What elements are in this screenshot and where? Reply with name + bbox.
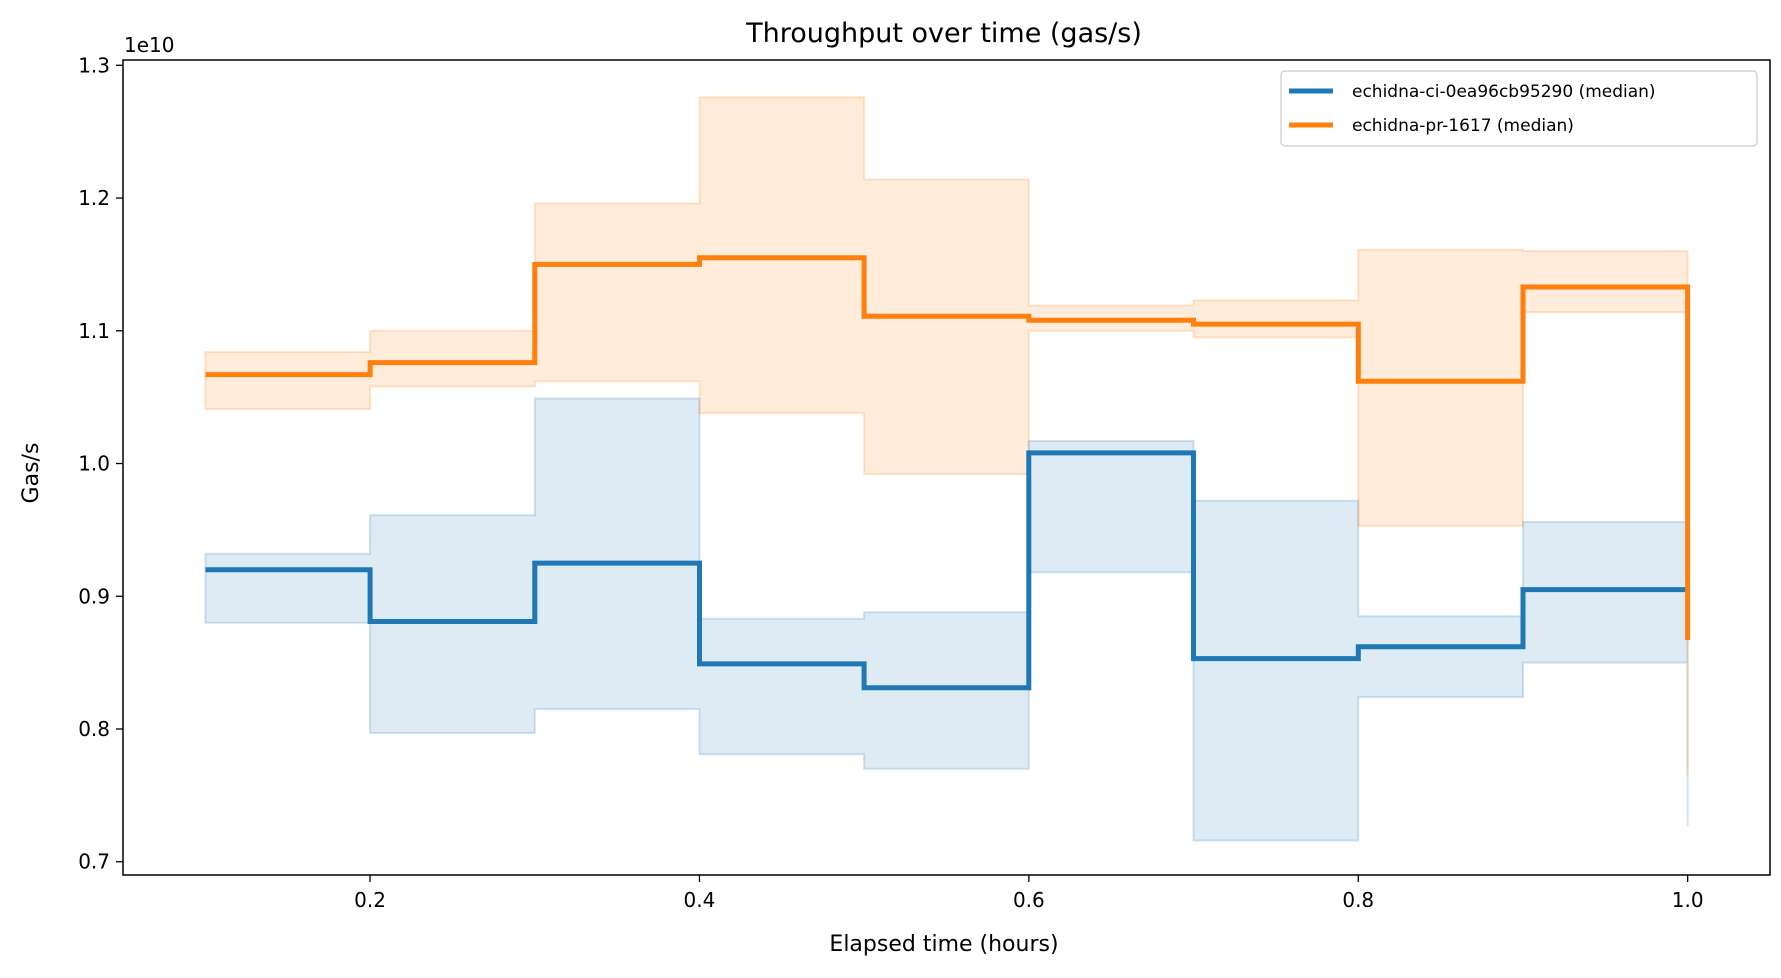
x-tick-label: 0.6 bbox=[1013, 888, 1045, 912]
band-series-0 bbox=[204, 397, 1689, 842]
median-line-series-0 bbox=[205, 450, 1688, 691]
plot-frame bbox=[122, 59, 1771, 876]
y-tick-label: 1.1 bbox=[78, 319, 110, 343]
y-tick-label: 1.2 bbox=[78, 186, 110, 210]
median-line-series-1 bbox=[205, 255, 1691, 641]
x-tick-label: 1.0 bbox=[1672, 888, 1704, 912]
y-tick-label: 1.0 bbox=[78, 452, 110, 476]
y-tick-label: 1.3 bbox=[78, 53, 110, 77]
x-axis-label: Elapsed time (hours) bbox=[829, 932, 1058, 957]
y-axis-ticks: 0.7 0.8 0.9 1.0 1.1 1.2 1.3 bbox=[78, 53, 123, 874]
legend-label-pr: echidna-pr-1617 (median) bbox=[1352, 116, 1574, 136]
y-tick-label: 0.8 bbox=[78, 717, 110, 741]
y-tick-label: 0.9 bbox=[78, 584, 110, 608]
x-tick-label: 0.4 bbox=[684, 888, 716, 912]
x-tick-label: 0.8 bbox=[1342, 888, 1374, 912]
x-axis-ticks: 0.2 0.4 0.6 0.8 1.0 bbox=[354, 875, 1704, 912]
y-axis-label: Gas/s bbox=[19, 443, 44, 504]
chart-title: Throughput over time (gas/s) bbox=[745, 18, 1142, 49]
x-tick-label: 0.2 bbox=[354, 888, 386, 912]
legend-label-ci: echidna-ci-0ea96cb95290 (median) bbox=[1352, 82, 1656, 102]
median-lines bbox=[205, 255, 1691, 691]
legend: echidna-ci-0ea96cb95290 (median) echidna… bbox=[1280, 70, 1758, 147]
y-axis-offset-label: 1e10 bbox=[124, 33, 174, 57]
legend-box bbox=[1280, 70, 1758, 147]
y-tick-label: 0.7 bbox=[78, 850, 110, 874]
